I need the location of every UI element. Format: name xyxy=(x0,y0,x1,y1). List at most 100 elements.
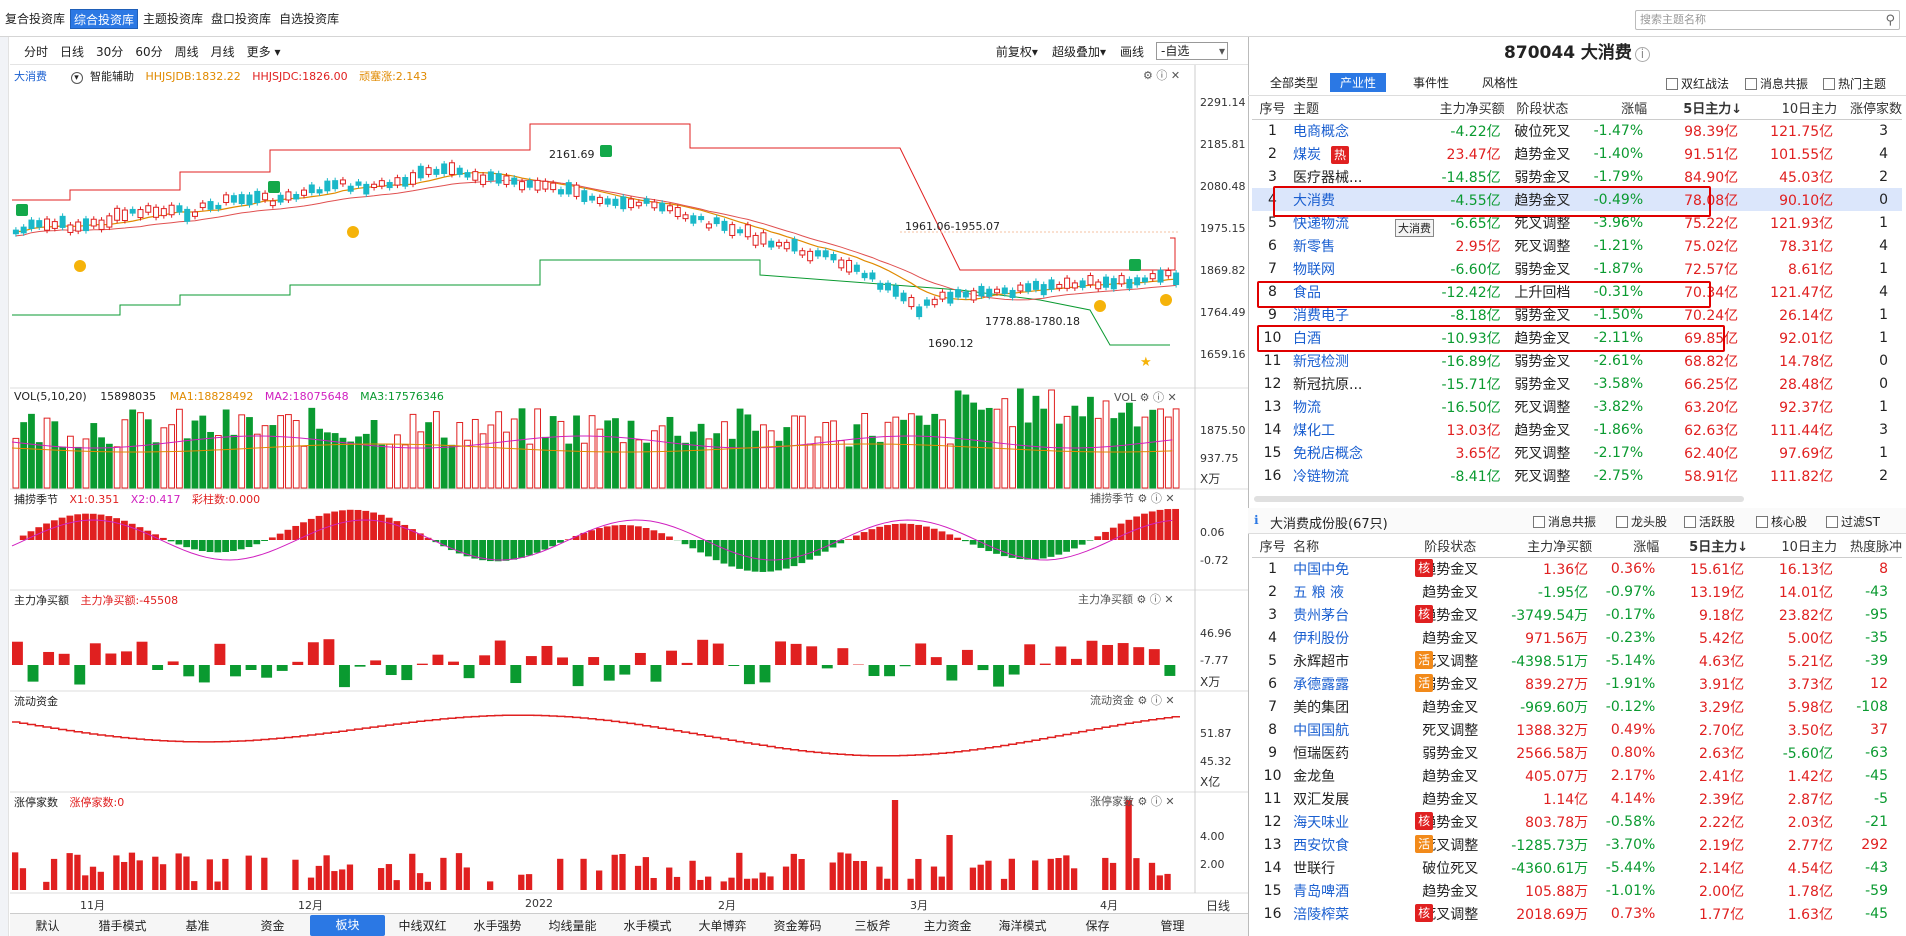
stock-row[interactable]: 13 西安饮食 活死叉调整 -1285.73万 -3.70% 2.19亿 2.77亿 292 xyxy=(1252,833,1902,856)
theme-name[interactable]: 冷链物流 xyxy=(1293,464,1412,487)
theme-row[interactable]: 7 物联网 -6.60亿 弱势金叉 -1.87% 72.57亿 8.61亿 1 xyxy=(1252,257,1902,280)
column-header[interactable]: 热度脉冲 xyxy=(1836,535,1902,558)
period-option[interactable]: 60分 xyxy=(135,45,163,59)
check-leader[interactable]: 龙头股 xyxy=(1616,513,1667,530)
theme-name-text[interactable]: 冷链物流 xyxy=(1293,468,1350,485)
column-header[interactable]: 涨幅 xyxy=(1580,97,1648,120)
theme-name[interactable]: 快递物流 xyxy=(1293,211,1412,234)
draw-line-button[interactable]: 画线 xyxy=(1119,44,1144,59)
stock-name[interactable]: 中国中免 核 xyxy=(1293,557,1434,580)
theme-row[interactable]: 8 食品 -12.42亿 上升回档 -0.31% 70.34亿 121.47亿 4 xyxy=(1252,280,1902,303)
theme-name[interactable]: 食品 xyxy=(1293,280,1412,303)
stock-row[interactable]: 9 恒瑞医药 弱势金叉 2566.58万 0.80% 2.63亿 -5.60亿 -63 xyxy=(1252,741,1902,764)
stock-name[interactable]: 双汇发展 xyxy=(1293,787,1412,810)
stock-name-text[interactable]: 中国国航 xyxy=(1293,722,1350,739)
stock-name[interactable]: 五 粮 液 xyxy=(1293,580,1412,603)
stock-row[interactable]: 5 永辉超市 活死叉调整 -4398.51万 -5.14% 4.63亿 5.21亿 -39 xyxy=(1252,649,1902,672)
template-tab[interactable]: 水手强势 xyxy=(473,918,522,933)
theme-name-text[interactable]: 物流 xyxy=(1293,399,1322,416)
theme-name-text[interactable]: 新冠检测 xyxy=(1293,353,1350,370)
check-active[interactable]: 活跃股 xyxy=(1684,513,1735,530)
stock-name[interactable]: 中国国航 xyxy=(1293,718,1412,741)
theme-name-text[interactable]: 食品 xyxy=(1293,284,1322,301)
stock-name-text[interactable]: 双汇发展 xyxy=(1293,791,1350,808)
theme-name-text[interactable]: 煤化工 xyxy=(1293,422,1336,439)
stock-chart-area[interactable]: 2161.69 1961.06-1955.07 1778.88-1780.18 169… xyxy=(0,0,1248,936)
stock-name-text[interactable]: 五 粮 液 xyxy=(1293,584,1345,601)
theme-name-text[interactable]: 快递物流 xyxy=(1293,215,1350,232)
theme-row[interactable]: 16 冷链物流 -8.41亿 死叉调整 -2.75% 58.91亿 111.82亿 2 xyxy=(1252,464,1902,487)
library-tab[interactable]: 主题投资库 xyxy=(143,12,204,26)
theme-name[interactable]: 免税店概念 xyxy=(1293,441,1412,464)
template-tab[interactable]: 默认 xyxy=(35,918,60,933)
theme-name[interactable]: 新冠检测 xyxy=(1293,349,1412,372)
period-option[interactable]: 更多 ▾ xyxy=(246,45,281,59)
stock-row[interactable]: 8 中国国航 死叉调整 1388.32万 0.49% 2.70亿 3.50亿 37 xyxy=(1252,718,1902,741)
check-double-red[interactable]: 双红战法 xyxy=(1666,75,1729,92)
period-option[interactable]: 分时 xyxy=(24,45,49,59)
panel-controls-limit[interactable]: 涨停家数 ⚙ ⓘ ✕ xyxy=(1090,795,1175,808)
theme-row[interactable]: 5 快递物流 -6.65亿 死叉调整 -3.96% 75.22亿 121.93亿 1 xyxy=(1252,211,1902,234)
assist-label[interactable]: 智能辅助 xyxy=(90,70,134,83)
stock-row[interactable]: 15 青岛啤酒 趋势金叉 105.88万 -1.01% 2.00亿 1.78亿 -59 xyxy=(1252,879,1902,902)
checkbox-icon[interactable] xyxy=(1745,77,1757,90)
theme-name[interactable]: 物流 xyxy=(1293,395,1412,418)
search-icon[interactable]: ⚲ xyxy=(1885,13,1895,28)
template-tab[interactable]: 资金 xyxy=(260,918,285,933)
stock-row[interactable]: 7 美的集团 趋势金叉 -969.60万 -0.12% 3.29亿 5.98亿 -108 xyxy=(1252,695,1902,718)
stock-name-text[interactable]: 金龙鱼 xyxy=(1293,768,1336,785)
stock-name[interactable]: 海天味业 核 xyxy=(1293,810,1434,833)
theme-name-text[interactable]: 消费电子 xyxy=(1293,307,1350,324)
stock-name[interactable]: 永辉超市 活 xyxy=(1293,649,1434,672)
theme-name[interactable]: 大消费 xyxy=(1293,188,1412,211)
template-tab[interactable]: 管理 xyxy=(1160,918,1185,933)
stock-row[interactable]: 2 五 粮 液 趋势金叉 -1.95亿 -0.97% 13.19亿 14.01亿 -43 xyxy=(1252,580,1902,603)
column-header[interactable]: 10日主力 xyxy=(1742,97,1838,120)
check-news[interactable]: 消息共振 xyxy=(1745,75,1808,92)
checkbox-icon[interactable] xyxy=(1666,77,1678,90)
stock-name-text[interactable]: 永辉超市 xyxy=(1293,653,1350,670)
theme-name[interactable]: 煤化工 xyxy=(1293,418,1412,441)
tab-all[interactable]: 全部类型 xyxy=(1270,76,1319,90)
theme-row[interactable]: 2 煤炭热 23.47亿 趋势金叉 -1.40% 91.51亿 101.55亿 4 xyxy=(1252,142,1902,165)
column-header[interactable]: 阶段状态 xyxy=(1504,97,1581,120)
info-icon[interactable]: i xyxy=(1634,47,1650,62)
template-tab[interactable]: 主力资金 xyxy=(923,918,972,933)
checkbox-icon[interactable] xyxy=(1684,515,1696,528)
stock-name[interactable]: 青岛啤酒 xyxy=(1293,879,1412,902)
theme-name-text[interactable]: 白酒 xyxy=(1293,330,1322,347)
checkbox-icon[interactable] xyxy=(1756,515,1768,528)
template-tab[interactable]: 海洋模式 xyxy=(998,918,1047,933)
stock-name[interactable]: 美的集团 xyxy=(1293,695,1412,718)
template-tab[interactable]: 基准 xyxy=(185,918,210,933)
theme-name-text[interactable]: 免税店概念 xyxy=(1293,445,1364,462)
stock-name[interactable]: 世联行 xyxy=(1293,856,1412,879)
stock-row[interactable]: 3 贵州茅台 核趋势金叉 -3749.54万 -0.17% 9.18亿 23.82亿 -95 xyxy=(1252,603,1902,626)
theme-row[interactable]: 1 电商概念 -4.22亿 破位死叉 -1.47% 98.39亿 121.75亿 3 xyxy=(1252,119,1902,142)
stock-name-text[interactable]: 贵州茅台 xyxy=(1293,607,1350,624)
stock-row[interactable]: 14 世联行 破位死叉 -4360.61万 -5.44% 2.14亿 4.54亿 -43 xyxy=(1252,856,1902,879)
stock-row[interactable]: 12 海天味业 核趋势金叉 803.78万 -0.58% 2.22亿 2.03亿 -21 xyxy=(1252,810,1902,833)
template-tab[interactable]: 大单博弈 xyxy=(698,918,747,933)
library-tab[interactable]: 复合投资库 xyxy=(5,12,66,26)
stock-name[interactable]: 贵州茅台 核 xyxy=(1293,603,1434,626)
theme-name[interactable]: 物联网 xyxy=(1293,257,1412,280)
tab-industry[interactable]: 产业性 xyxy=(1330,73,1387,92)
check-news2[interactable]: 消息共振 xyxy=(1533,513,1596,530)
theme-name[interactable]: 新零售 xyxy=(1293,234,1412,257)
theme-name[interactable]: 煤炭热 xyxy=(1293,142,1412,165)
checkbox-icon[interactable] xyxy=(1533,515,1545,528)
stock-name[interactable]: 西安饮食 活 xyxy=(1293,833,1434,856)
panel-controls-vol[interactable]: VOL ⚙ ⓘ ✕ xyxy=(1114,391,1177,404)
column-header[interactable]: 主题 xyxy=(1293,97,1412,120)
stock-row[interactable]: 4 伊利股份 趋势金叉 971.56万 -0.23% 5.42亿 5.00亿 -35 xyxy=(1252,626,1902,649)
panel-controls-season[interactable]: 捕捞季节 ⚙ ⓘ ✕ xyxy=(1090,492,1175,505)
theme-row[interactable]: 3 医疗器械... -14.85亿 弱势金叉 -1.79% 84.90亿 45.03亿 2 xyxy=(1252,165,1902,188)
theme-row[interactable]: 4 大消费 -4.55亿 趋势金叉 -0.49% 78.08亿 90.10亿 0 xyxy=(1252,188,1902,211)
tab-event[interactable]: 事件性 xyxy=(1413,76,1450,90)
column-header[interactable]: 主力净买额 xyxy=(1488,535,1593,558)
stock-name[interactable]: 金龙鱼 xyxy=(1293,764,1412,787)
stock-name-text[interactable]: 世联行 xyxy=(1293,860,1336,877)
period-option[interactable]: 30分 xyxy=(96,45,124,59)
stock-row[interactable]: 11 双汇发展 趋势金叉 1.14亿 4.14% 2.39亿 2.87亿 -5 xyxy=(1252,787,1902,810)
